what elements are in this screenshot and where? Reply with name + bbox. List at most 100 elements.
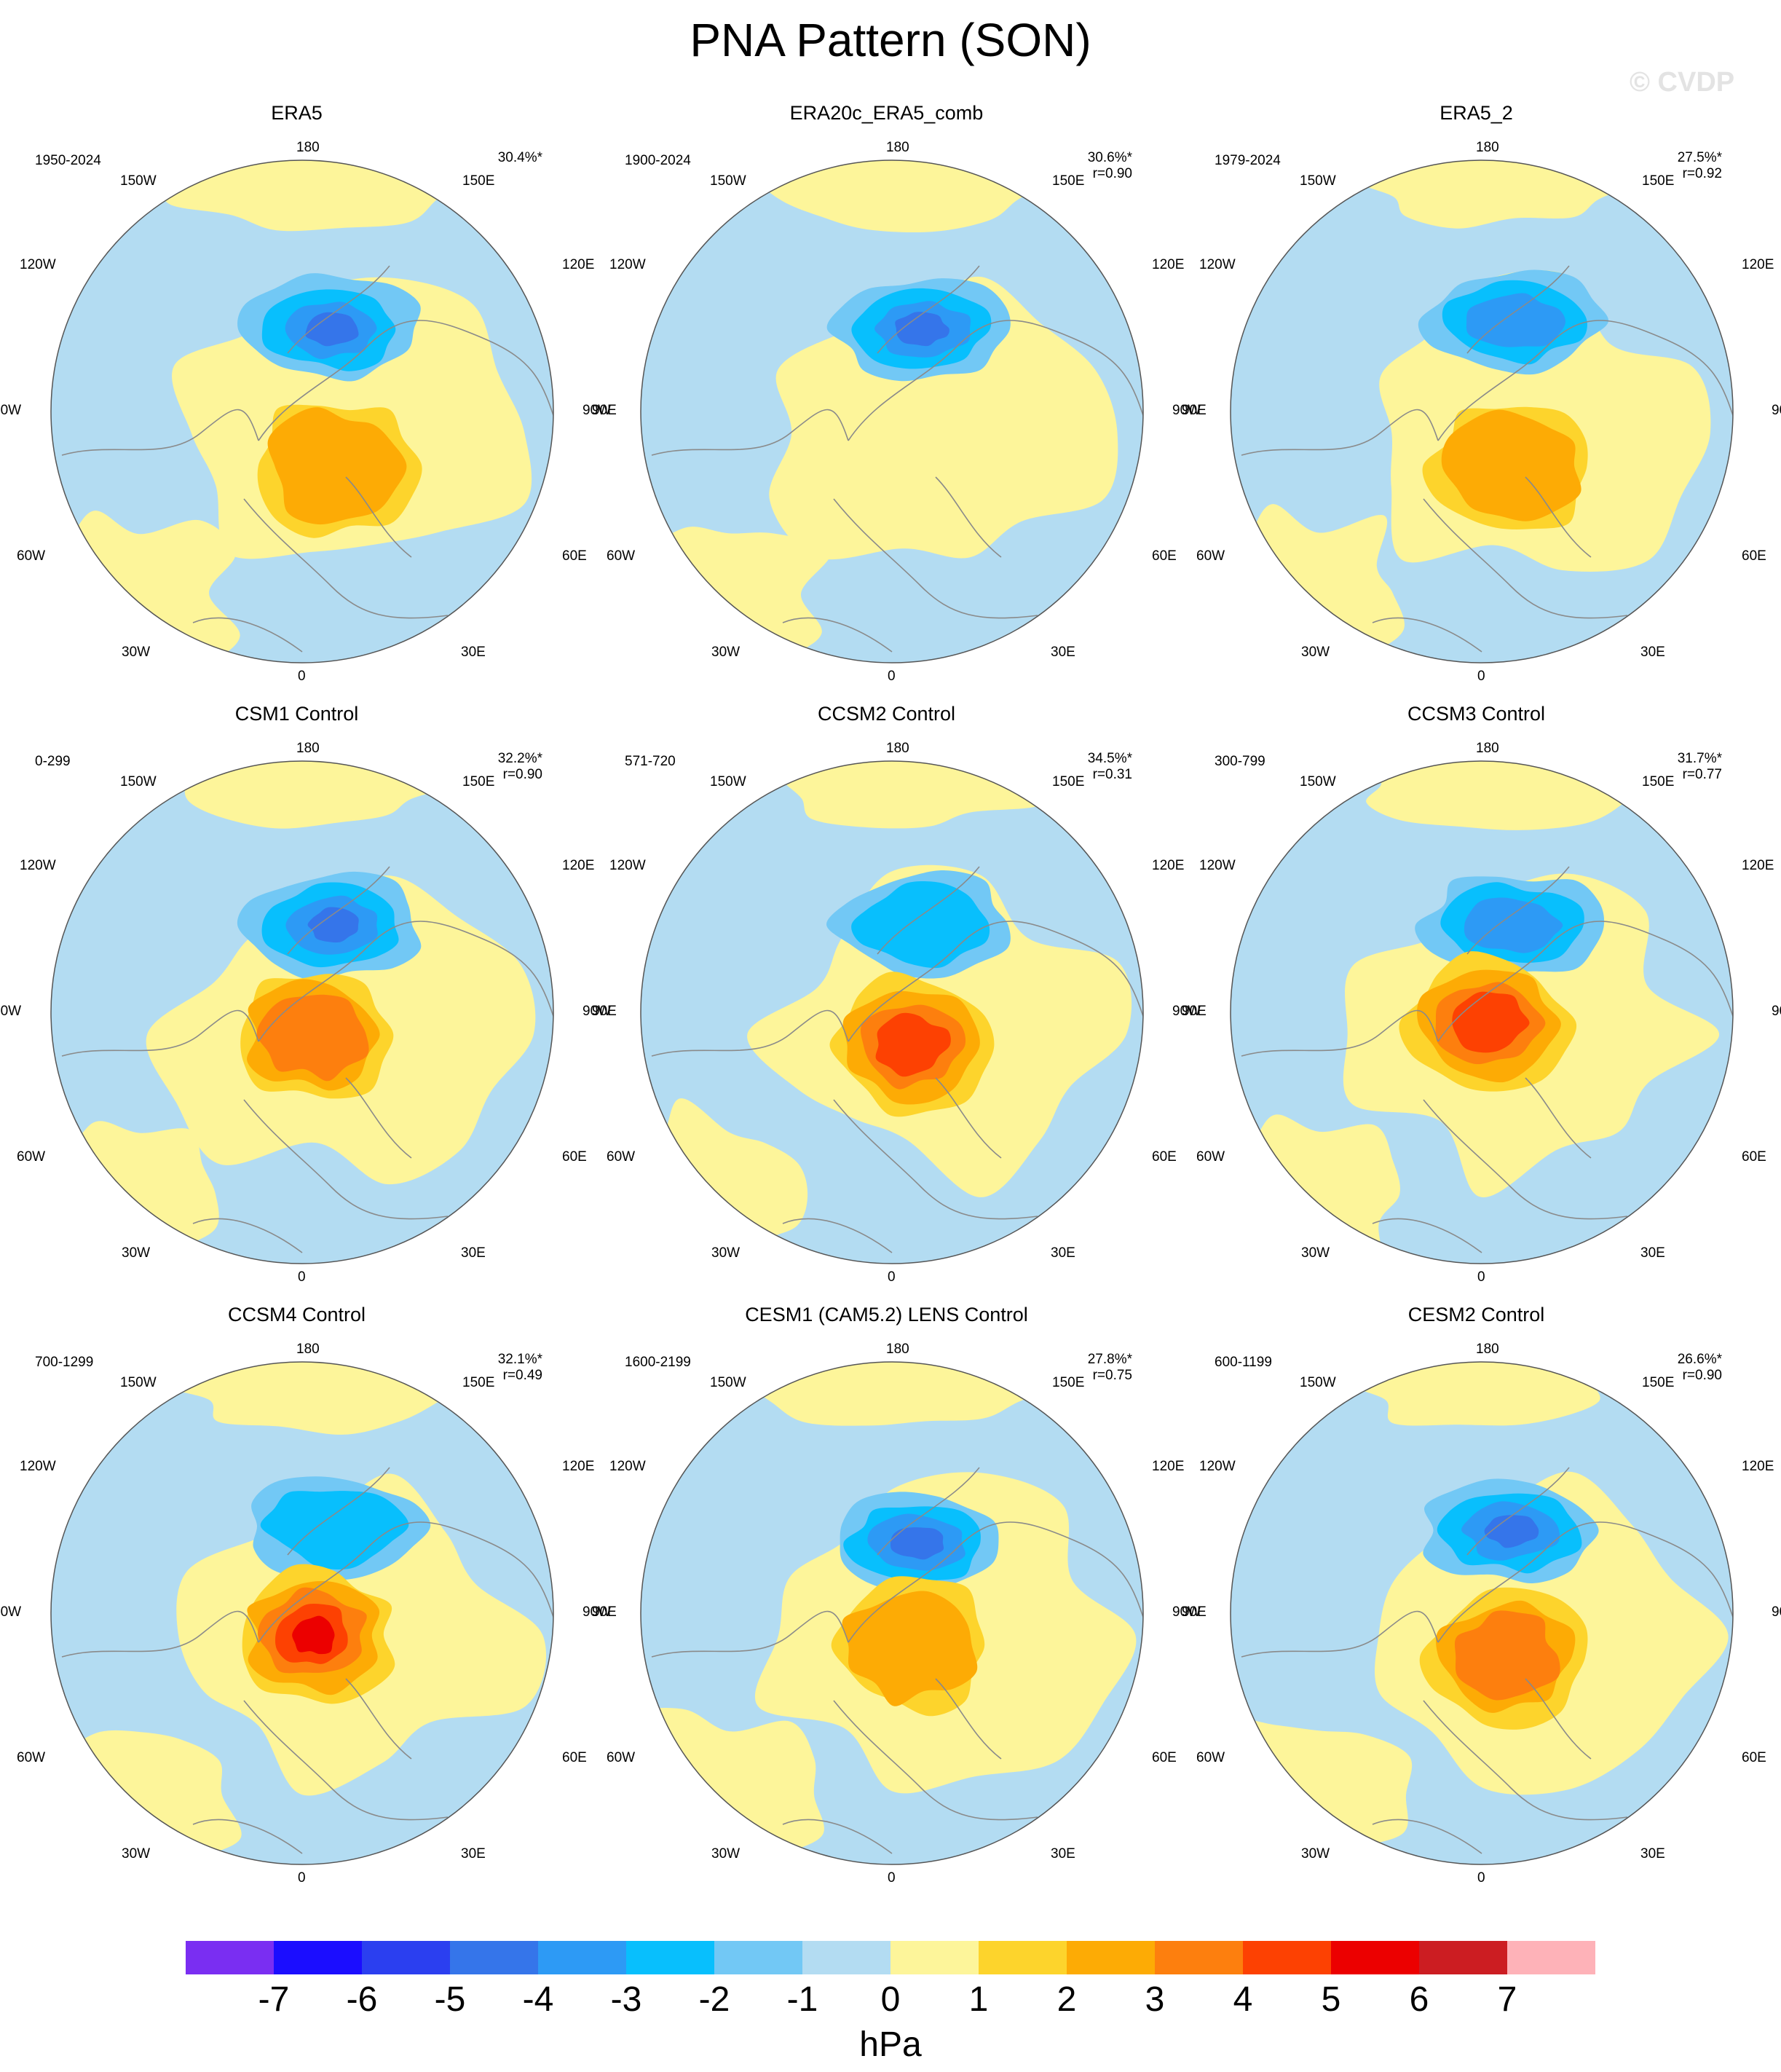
coastlines xyxy=(1241,1467,1733,1854)
panel-title: CCSM3 Control xyxy=(1407,703,1546,725)
pattern-correlation: r=0.92 xyxy=(1682,166,1722,181)
colorbar-segment xyxy=(450,1941,538,1974)
positive-region xyxy=(51,511,240,663)
colorbar-segment xyxy=(186,1941,274,1974)
panel-title: CESM1 (CAM5.2) LENS Control xyxy=(745,1304,1028,1325)
colorbar-segment xyxy=(1243,1941,1331,1974)
coastlines xyxy=(1241,265,1733,653)
colorbar-segment xyxy=(802,1941,890,1974)
colorbar-tick-label: 7 xyxy=(1497,1980,1517,2019)
panel-title: ERA20c_ERA5_comb xyxy=(789,102,984,124)
colorbar-tick-label: 3 xyxy=(1145,1980,1165,2019)
polar-map xyxy=(50,760,554,1264)
longitude-label: 60W xyxy=(17,548,46,564)
positive-region xyxy=(753,1362,1055,1426)
longitude-label: 90W xyxy=(0,1004,22,1019)
longitude-label: 120E xyxy=(1152,257,1185,272)
figure-title: PNA Pattern (SON) xyxy=(690,14,1091,66)
variance-explained: 27.8%* xyxy=(1087,1352,1132,1367)
longitude-label: 60E xyxy=(1742,1149,1766,1165)
longitude-label: 30E xyxy=(1640,1245,1665,1261)
longitude-label: 120W xyxy=(1199,257,1236,272)
coastlines xyxy=(61,1467,553,1854)
longitude-label: 60W xyxy=(607,1149,636,1165)
colorbar-tick-label: -4 xyxy=(522,1980,554,2019)
map-panel: ERA20c_ERA5_comb 1900-2024 30.6%* r=0.90 180… xyxy=(583,102,1207,706)
longitude-label: 90E xyxy=(1772,403,1781,418)
colorbar-tick-label: 6 xyxy=(1409,1980,1429,2019)
longitude-label: 60E xyxy=(562,1750,587,1765)
longitude-label: 150E xyxy=(462,1375,495,1390)
longitude-label: 150W xyxy=(120,1375,157,1390)
variance-explained: 31.7%* xyxy=(1677,751,1722,766)
period-label: 1600-2199 xyxy=(625,1355,691,1370)
longitude-label: 150W xyxy=(710,774,746,789)
positive-anomaly-contour xyxy=(842,1591,978,1706)
longitude-label: 30W xyxy=(711,1245,741,1261)
longitude-label: 90E xyxy=(1772,1604,1781,1620)
longitude-label: 0 xyxy=(1477,669,1485,684)
longitude-label: 120E xyxy=(1152,858,1185,873)
period-label: 0-299 xyxy=(35,754,71,769)
negative-anomaly-contour xyxy=(1484,1515,1539,1548)
longitude-label: 180 xyxy=(886,140,909,155)
positive-region xyxy=(1231,504,1405,663)
pattern-correlation: r=0.90 xyxy=(1092,166,1132,181)
longitude-label: 180 xyxy=(886,1342,909,1357)
colorbar-segment xyxy=(274,1941,362,1974)
polar-map xyxy=(50,159,554,663)
longitude-label: 150E xyxy=(462,173,495,189)
longitude-label: 120W xyxy=(20,858,56,873)
longitude-label: 30E xyxy=(1640,645,1665,660)
pattern-correlation: r=0.49 xyxy=(502,1368,542,1383)
colorbar-segment xyxy=(538,1941,626,1974)
map-panel: CESM1 (CAM5.2) LENS Control 1600-2199 27.8… xyxy=(583,1304,1207,1908)
longitude-label: 150W xyxy=(120,173,157,189)
longitude-label: 90E xyxy=(592,403,617,418)
longitude-label: 60W xyxy=(1196,1149,1225,1165)
colorbar-tick-label: 0 xyxy=(880,1980,901,2019)
longitude-label: 30E xyxy=(461,1245,486,1261)
polar-map xyxy=(1230,1361,1734,1865)
panel-title: ERA5 xyxy=(271,102,323,124)
negative-anomaly-contour xyxy=(305,312,359,347)
map-panel: ERA5 1950-2024 30.4%* 180 150E 120E 90E 60E 30E 0… xyxy=(0,102,617,706)
coastlines xyxy=(61,265,553,653)
longitude-label: 150W xyxy=(710,173,746,189)
colorbar-segment xyxy=(362,1941,450,1974)
longitude-label: 0 xyxy=(298,669,306,684)
longitude-label: 120E xyxy=(1742,858,1774,873)
longitude-label: 120W xyxy=(1199,858,1236,873)
longitude-label: 90E xyxy=(1182,1004,1207,1019)
longitude-label: 90W xyxy=(583,1604,612,1620)
colorbar-segment xyxy=(1331,1941,1419,1974)
longitude-label: 150E xyxy=(1052,1375,1085,1390)
panel-title: CESM2 Control xyxy=(1407,1304,1545,1325)
positive-anomaly-contour xyxy=(875,1012,951,1077)
longitude-label: 90W xyxy=(1172,403,1201,418)
longitude-label: 30W xyxy=(1301,1245,1330,1261)
colorbar xyxy=(186,1941,1595,1974)
map-boundary xyxy=(1230,760,1734,1264)
longitude-label: 60E xyxy=(1152,548,1177,564)
map-boundary xyxy=(640,1361,1144,1865)
colorbar-tick-label: -6 xyxy=(346,1980,378,2019)
longitude-label: 150W xyxy=(1300,1375,1336,1390)
map-panel: CCSM3 Control 300-799 31.7%* r=0.77 180 150E 1… xyxy=(1172,703,1781,1307)
positive-region xyxy=(1361,761,1641,830)
longitude-label: 180 xyxy=(886,741,909,756)
longitude-label: 90W xyxy=(0,403,22,418)
longitude-label: 60E xyxy=(1742,1750,1766,1765)
period-label: 600-1199 xyxy=(1215,1355,1272,1370)
positive-anomaly-contour xyxy=(292,1615,335,1655)
longitude-label: 90E xyxy=(1182,403,1207,418)
coastlines xyxy=(61,866,553,1253)
longitude-label: 150E xyxy=(1642,173,1675,189)
longitude-label: 0 xyxy=(1477,1870,1485,1886)
negative-anomaly-contour xyxy=(851,881,990,969)
longitude-label: 0 xyxy=(888,669,896,684)
negative-anomaly-contour xyxy=(890,1527,944,1560)
longitude-label: 120E xyxy=(562,1459,595,1474)
longitude-label: 0 xyxy=(298,1269,306,1285)
colorbar-segment xyxy=(714,1941,802,1974)
